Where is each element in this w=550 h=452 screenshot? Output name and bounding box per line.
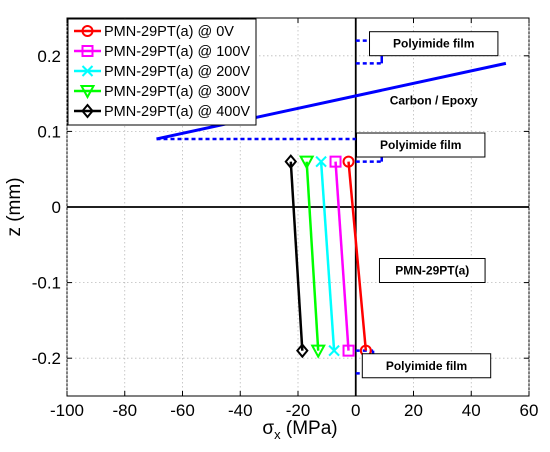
annotation-3: PMN-29PT(a)	[379, 259, 485, 283]
y-tick-label: -0.2	[32, 349, 61, 368]
x-tick-label: -60	[170, 401, 195, 420]
legend-label: PMN-29PT(a) @ 200V	[104, 64, 250, 80]
annotation-label: Polyimide film	[393, 37, 474, 51]
annotation-label: Polyimide film	[386, 359, 467, 373]
y-tick-label: 0.1	[37, 122, 61, 141]
annotation-0: Polyimide film	[370, 32, 498, 56]
legend-label: PMN-29PT(a) @ 400V	[104, 104, 250, 120]
x-tick-label: -100	[50, 401, 84, 420]
x-tick-label: 0	[351, 401, 360, 420]
y-tick-label: 0	[52, 198, 61, 217]
x-axis-label: σx (MPa)	[262, 418, 337, 442]
y-axis-label: z (mm)	[4, 177, 25, 236]
annotation-4: Polyimide film	[362, 354, 490, 378]
annotation-label: Polyimide film	[380, 138, 461, 152]
legend-label: PMN-29PT(a) @ 100V	[104, 44, 250, 60]
annotation-label: PMN-29PT(a)	[395, 264, 469, 278]
x-tick-label: -40	[228, 401, 253, 420]
legend: PMN-29PT(a) @ 0V PMN-29PT(a) @ 100V PMN-29…	[68, 19, 256, 125]
x-tick-label: 40	[462, 401, 481, 420]
x-tick-label: 60	[520, 401, 539, 420]
y-tick-label: -0.1	[32, 274, 61, 293]
y-tick-label: 0.2	[37, 47, 61, 66]
legend-label: PMN-29PT(a) @ 300V	[104, 84, 250, 100]
annotation-label: Carbon / Epoxy	[390, 93, 478, 107]
annotation-1: Carbon / Epoxy	[390, 93, 478, 107]
annotation-2: Polyimide film	[357, 133, 485, 157]
x-tick-label: 20	[404, 401, 423, 420]
legend-label: PMN-29PT(a) @ 0V	[104, 24, 234, 40]
x-tick-label: -80	[112, 401, 137, 420]
y-tick-labels: -0.2 -0.1 0 0.1 0.2	[32, 47, 61, 368]
